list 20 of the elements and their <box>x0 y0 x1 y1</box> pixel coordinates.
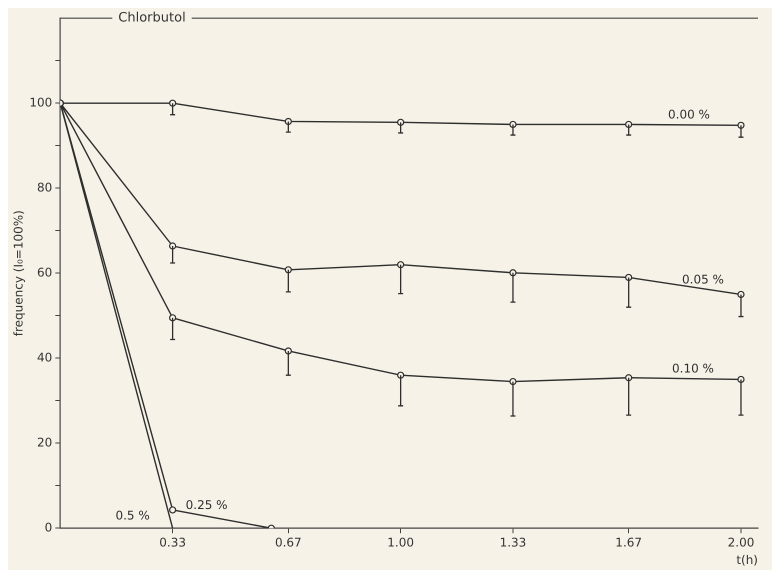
y-axis-title: frequency (I₀=100%) <box>11 210 26 336</box>
chart-title: Chlorbutol <box>118 10 186 26</box>
x-tick-label: 1.33 <box>500 536 526 550</box>
y-tick-label: 40 <box>37 350 52 364</box>
y-tick-label: 80 <box>37 180 52 194</box>
x-axis-title: t(h) <box>736 552 758 567</box>
series-label: 0.10 % <box>672 362 714 376</box>
y-tick-label: 20 <box>37 435 52 450</box>
y-tick-label: 0 <box>44 520 52 534</box>
y-tick-label: 60 <box>37 265 52 280</box>
series-label: 0.05 % <box>682 272 724 287</box>
x-tick-label: 2.00 <box>728 536 754 550</box>
x-tick-label: 0.33 <box>159 536 186 550</box>
x-tick-label: 0.67 <box>274 536 302 550</box>
x-tick-label: 1.67 <box>615 536 642 550</box>
series-label: 0.00 % <box>668 107 710 122</box>
y-tick-label: 100 <box>29 95 52 110</box>
series-label: 0.25 % <box>186 498 228 512</box>
series-label: 0.5 % <box>115 508 150 522</box>
x-tick-label: 1.00 <box>387 536 414 550</box>
